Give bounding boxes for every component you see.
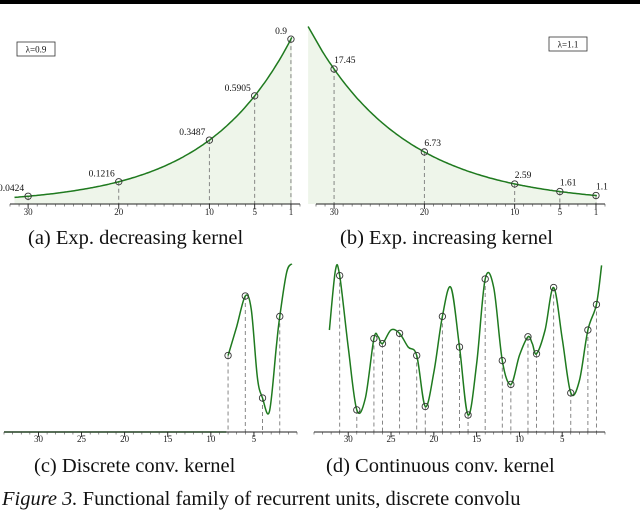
- legend-box-b: [548, 36, 588, 52]
- caption-panel-c: (c) Discrete conv. kernel: [34, 455, 236, 477]
- data-point-marker: [370, 334, 378, 343]
- x-tick-label: 5: [252, 207, 257, 217]
- panel-a-exp-decreasing: 0.0424 0.1216 0.3487 0.5905 0.9 30 20 10 5 1 λ=0.9: [0, 27, 301, 217]
- legend-box-a: [16, 41, 56, 57]
- data-point-marker: [395, 329, 404, 338]
- data-value-label: 0.0424: [0, 184, 24, 194]
- data-value-label: 0.3487: [179, 128, 205, 138]
- data-value-label: 0.9: [275, 27, 287, 37]
- legend-label-a: λ=0.9: [26, 45, 47, 55]
- x-tick-label: 30: [34, 434, 44, 444]
- x-tick-label: 1: [594, 207, 599, 217]
- panel-d-continuous-conv: 30 25 20 15 10 5: [313, 264, 606, 444]
- data-point-marker: [413, 351, 421, 360]
- data-point-marker: [592, 191, 600, 200]
- x-tick-label: 30: [344, 434, 354, 444]
- x-tick-label: 20: [420, 207, 430, 217]
- x-tick-label: 25: [387, 434, 397, 444]
- series-line-b: [307, 26, 597, 197]
- data-point-marker: [420, 148, 429, 156]
- data-point-marker: [224, 351, 232, 360]
- data-point-marker: [241, 292, 249, 300]
- data-point-marker: [24, 192, 32, 200]
- data-point-marker: [330, 65, 338, 73]
- x-tick-label: 15: [163, 434, 173, 444]
- x-tick-label: 1: [289, 207, 294, 217]
- x-tick-label: 30: [330, 207, 340, 217]
- data-point-marker: [584, 326, 592, 334]
- data-point-marker: [507, 380, 515, 389]
- data-point-marker: [524, 333, 532, 341]
- area-fill-b: [308, 26, 597, 204]
- data-point-marker: [455, 343, 464, 351]
- data-point-marker: [421, 402, 429, 411]
- data-point-marker: [532, 350, 541, 358]
- data-point-marker: [464, 411, 472, 419]
- figure-caption-text: Functional family of recurrent units, di…: [82, 488, 521, 510]
- panel-b-exp-increasing: 17.45 6.73 2.59 1.61 1.1 30 20 10 5 1 λ=1.1: [307, 26, 608, 217]
- data-point-marker: [438, 312, 447, 321]
- data-point-marker: [567, 389, 575, 397]
- data-point-marker: [276, 312, 284, 321]
- x-tick-label: 30: [24, 207, 34, 217]
- caption-panel-a: (a) Exp. decreasing kernel: [28, 227, 244, 249]
- x-tick-label: 10: [510, 207, 520, 217]
- data-value-label: 1.1: [596, 182, 608, 192]
- data-point-marker: [592, 300, 601, 309]
- series-line-d: [328, 264, 603, 416]
- x-tick-label: 20: [429, 434, 439, 444]
- area-fill-a: [14, 37, 292, 205]
- data-value-label: 6.73: [424, 139, 441, 149]
- data-point-marker: [378, 339, 387, 348]
- figure-caption: Figure 3. Functional family of recurrent…: [2, 488, 520, 511]
- x-tick-label: 5: [560, 434, 565, 444]
- panel-c-discrete-conv: 30 25 20 15 10 5: [3, 263, 298, 444]
- data-value-label: 1.61: [560, 179, 577, 189]
- data-point-marker: [115, 178, 123, 186]
- data-point-marker: [481, 275, 489, 283]
- x-tick-label: 20: [120, 434, 130, 444]
- data-point-marker: [251, 92, 259, 100]
- series-line-c: [227, 263, 293, 415]
- data-value-label: 17.45: [334, 56, 356, 66]
- x-tick-label: 5: [252, 434, 257, 444]
- data-value-label: 2.59: [515, 171, 532, 181]
- figure-caption-prefix: Figure 3.: [2, 488, 78, 510]
- x-tick-label: 10: [205, 207, 215, 217]
- data-point-marker: [258, 394, 267, 402]
- data-point-marker: [287, 35, 295, 43]
- data-point-marker: [353, 406, 361, 414]
- data-point-marker: [549, 283, 558, 292]
- caption-panel-b: (b) Exp. increasing kernel: [340, 227, 553, 249]
- data-point-marker: [556, 187, 564, 196]
- x-tick-label: 15: [472, 434, 482, 444]
- data-value-label: 0.1216: [89, 170, 115, 180]
- caption-panel-d: (d) Continuous conv. kernel: [326, 455, 555, 477]
- top-rule: [0, 0, 640, 4]
- x-tick-label: 10: [515, 434, 525, 444]
- data-value-label: 0.5905: [225, 84, 251, 94]
- x-tick-label: 25: [77, 434, 87, 444]
- x-tick-label: 5: [558, 207, 563, 217]
- data-point-marker: [336, 271, 344, 280]
- data-point-marker: [511, 180, 519, 188]
- legend-label-b: λ=1.1: [558, 40, 579, 50]
- x-tick-label: 10: [206, 434, 216, 444]
- x-tick-label: 20: [114, 207, 124, 217]
- data-point-marker: [498, 356, 506, 365]
- data-point-marker: [205, 136, 214, 144]
- series-line-a: [14, 37, 293, 199]
